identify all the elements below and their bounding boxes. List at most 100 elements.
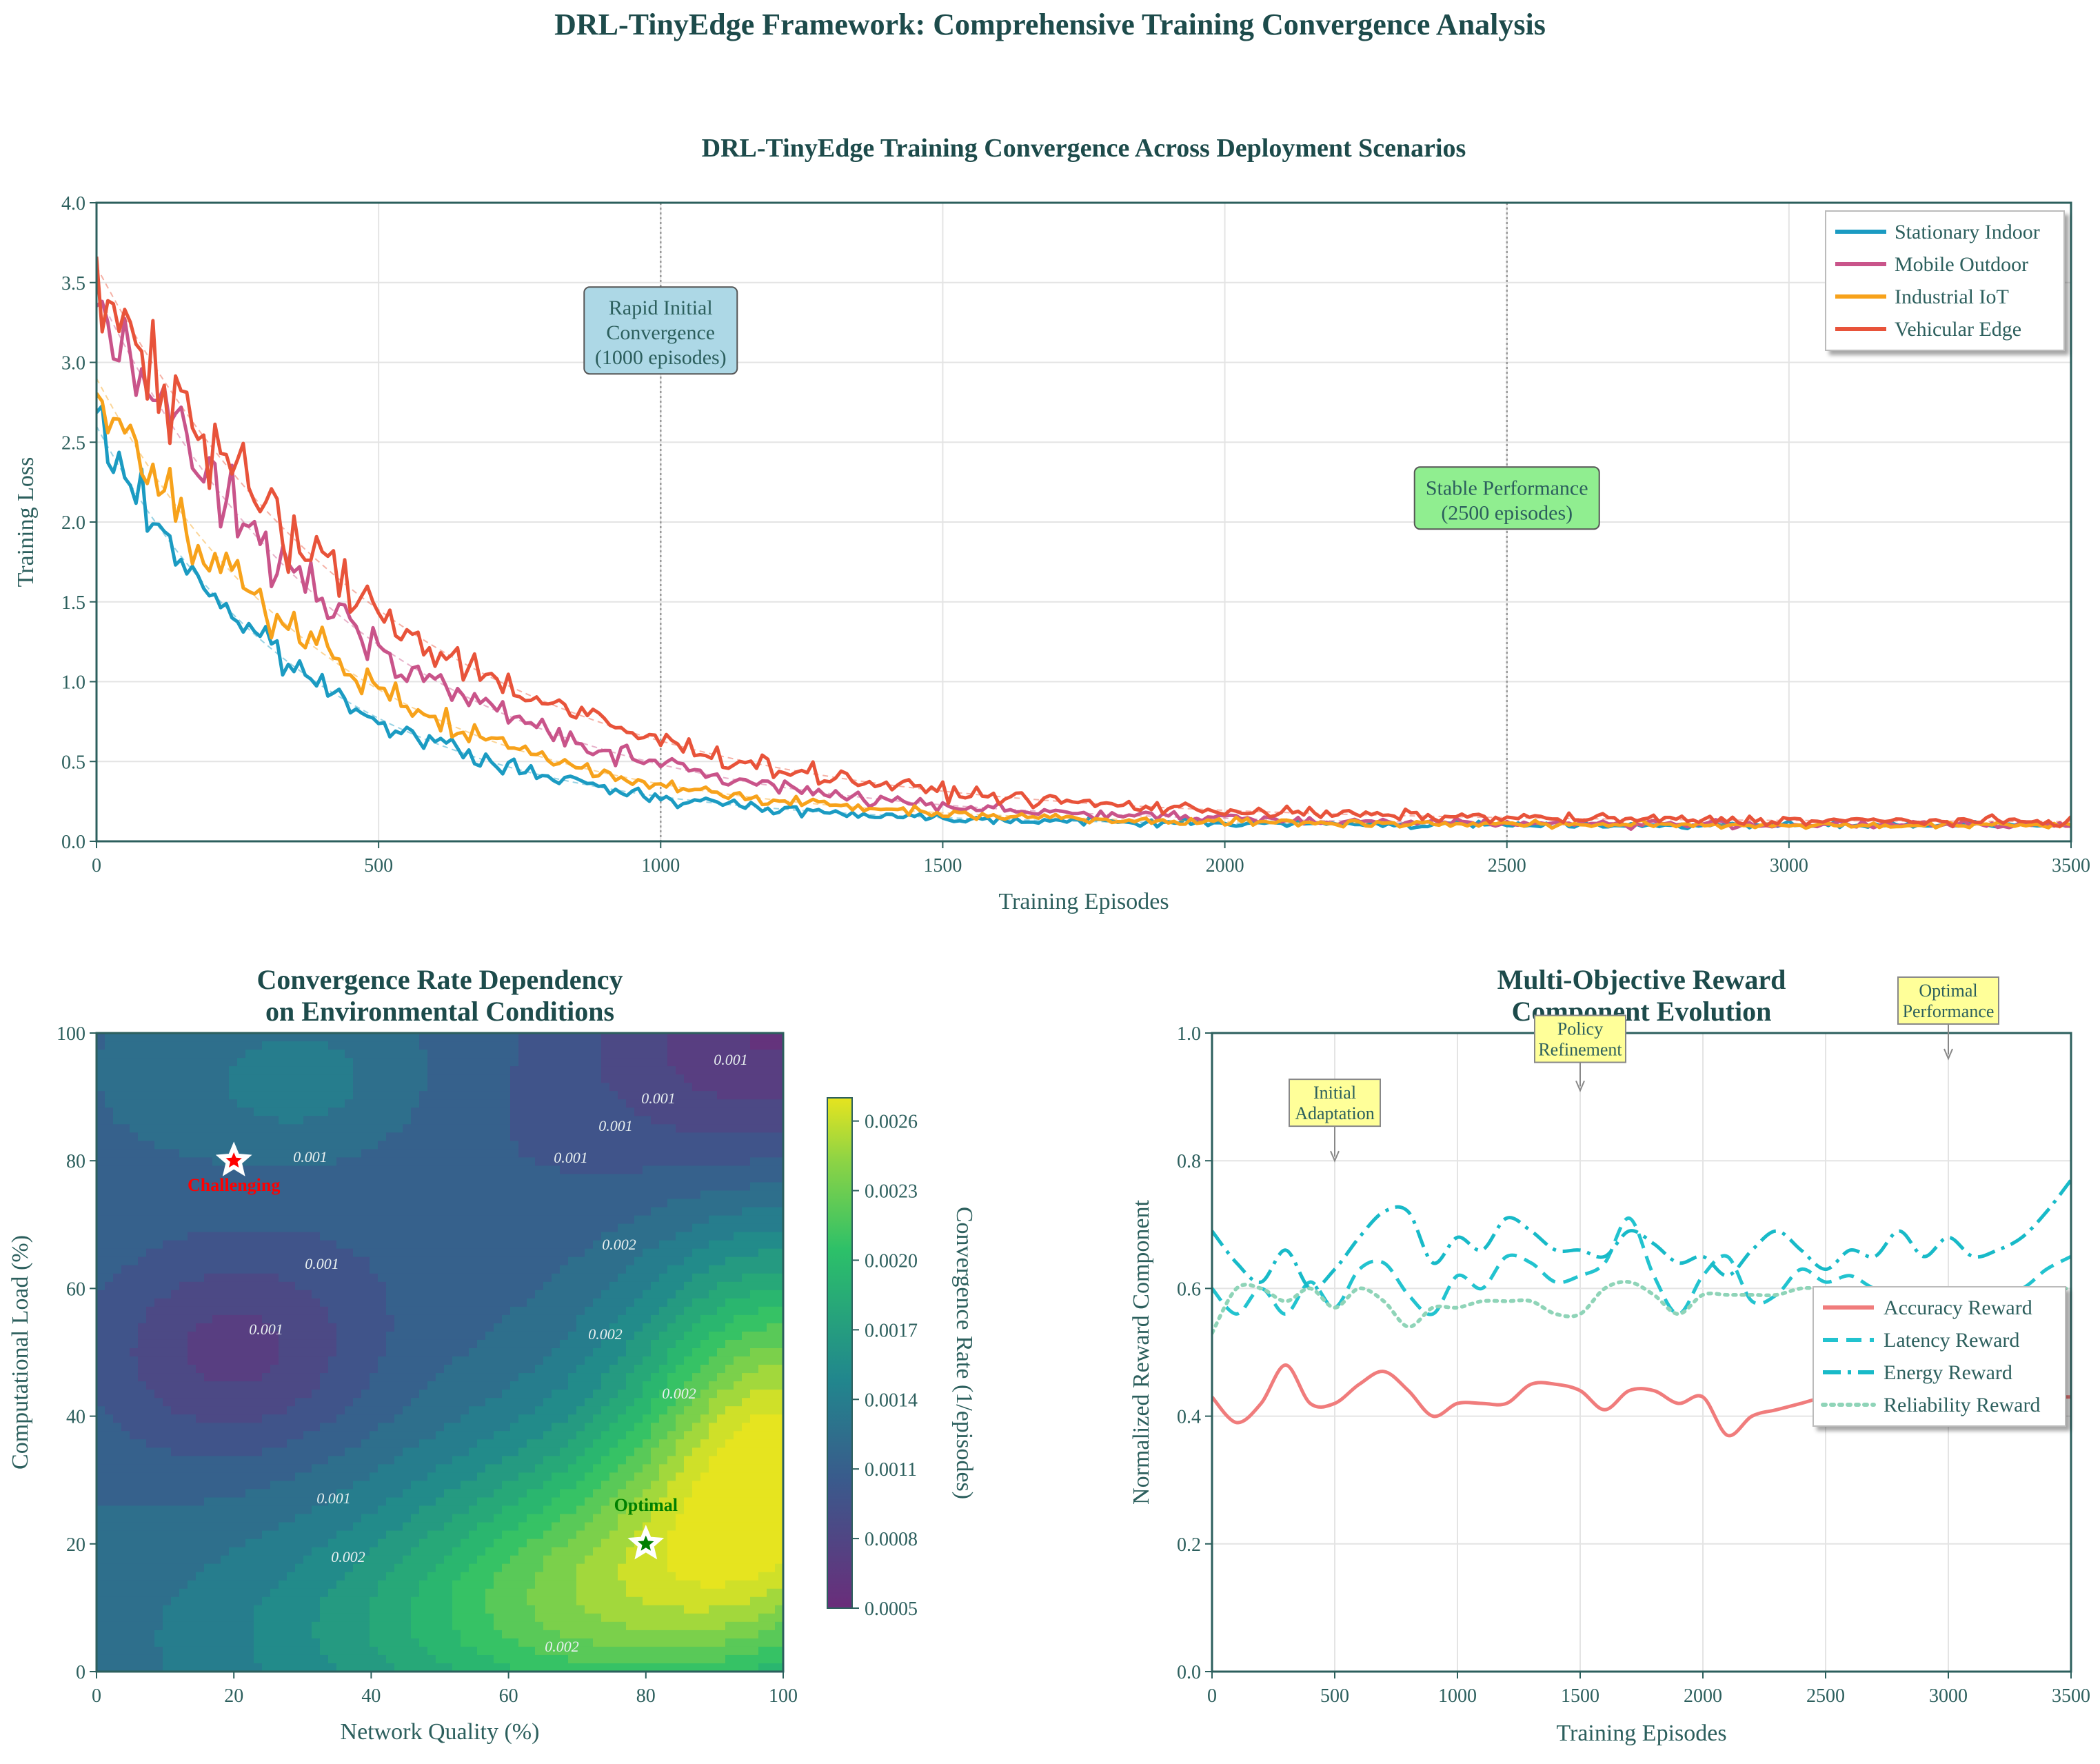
heatmap-cell: [378, 1265, 387, 1274]
heatmap-cell: [394, 1174, 403, 1183]
heatmap-cell: [510, 1248, 519, 1258]
heatmap-cell: [154, 1406, 163, 1415]
heatmap-cell: [345, 1141, 354, 1150]
heatmap-cell: [560, 1091, 569, 1100]
heatmap-cell: [394, 1522, 403, 1532]
heatmap-cell: [518, 1107, 527, 1116]
heatmap-cell: [212, 1613, 221, 1623]
heatmap-cell: [427, 1555, 436, 1565]
heatmap-cell: [196, 1331, 205, 1341]
heatmap-cell: [171, 1621, 180, 1631]
heatmap-cell: [97, 1157, 105, 1167]
heatmap-cell: [171, 1522, 180, 1532]
heatmap-cell: [411, 1423, 420, 1432]
heatmap-cell: [237, 1572, 246, 1581]
heatmap-cell: [394, 1497, 403, 1507]
heatmap-cell: [403, 1605, 412, 1614]
heatmap-cell: [262, 1083, 271, 1092]
heatmap-cell: [361, 1447, 370, 1456]
heatmap-cell: [320, 1339, 329, 1349]
heatmap-cell: [469, 1066, 478, 1075]
heatmap-cell: [394, 1547, 403, 1556]
heatmap-cell: [345, 1431, 354, 1440]
heatmap-cell: [411, 1489, 420, 1499]
heatmap-cell: [609, 1481, 618, 1490]
tick-label-x: 500: [364, 855, 393, 876]
heatmap-cell: [295, 1406, 304, 1415]
heatmap-cell: [204, 1431, 213, 1440]
heatmap-cell: [303, 1256, 312, 1266]
heatmap-cell: [254, 1256, 263, 1266]
heatmap-cell: [171, 1331, 180, 1341]
heatmap-cell: [97, 1365, 105, 1374]
heatmap-cell: [121, 1290, 130, 1299]
heatmap-cell: [543, 1141, 552, 1150]
tick-label-x: 0: [92, 855, 101, 876]
heatmap-cell: [403, 1240, 412, 1250]
heatmap-cell: [171, 1323, 180, 1332]
heatmap-cell: [105, 1621, 114, 1631]
heatmap-cell: [188, 1497, 196, 1507]
heatmap-cell: [336, 1654, 345, 1664]
heatmap-cell: [403, 1058, 412, 1067]
heatmap-cell: [138, 1390, 147, 1399]
heatmap-cell: [452, 1605, 461, 1614]
heatmap-cell: [320, 1539, 329, 1548]
heatmap-cell: [585, 1165, 594, 1175]
heatmap-cell: [593, 1522, 602, 1532]
heatmap-cell: [270, 1041, 279, 1050]
heatmap-cell: [312, 1580, 321, 1590]
heatmap-cell: [336, 1431, 345, 1440]
heatmap-cell: [121, 1215, 130, 1225]
heatmap-cell: [270, 1314, 279, 1324]
heatmap-cell: [461, 1621, 470, 1631]
heatmap-cell: [576, 1223, 585, 1233]
heatmap-cell: [320, 1041, 329, 1050]
heatmap-cell: [262, 1174, 271, 1183]
heatmap-cell: [576, 1281, 585, 1291]
heatmap-cell: [204, 1265, 213, 1274]
heatmap-cell: [411, 1630, 420, 1639]
heatmap-cell: [328, 1489, 337, 1499]
heatmap-cell: [353, 1132, 362, 1141]
heatmap-cell: [543, 1066, 552, 1075]
heatmap-cell: [560, 1423, 569, 1432]
heatmap-cell: [427, 1414, 436, 1423]
heatmap-cell: [130, 1481, 139, 1490]
heatmap-cell: [154, 1281, 163, 1291]
heatmap-cell: [461, 1132, 470, 1141]
heatmap-cell: [576, 1489, 585, 1499]
heatmap-cell: [601, 1547, 610, 1556]
heatmap-cell: [477, 1050, 486, 1059]
heatmap-cell: [312, 1447, 321, 1456]
heatmap-cell: [427, 1331, 436, 1341]
heatmap-cell: [245, 1091, 254, 1100]
heatmap-cell: [618, 1431, 627, 1440]
heatmap-cell: [609, 1041, 618, 1050]
heatmap-cell: [370, 1439, 378, 1448]
heatmap-cell: [527, 1522, 536, 1532]
heatmap-cell: [502, 1182, 511, 1192]
heatmap-cell: [262, 1596, 271, 1606]
heatmap-cell: [229, 1522, 238, 1532]
heatmap-cell: [601, 1314, 610, 1324]
heatmap-cell: [303, 1199, 312, 1208]
heatmap-cell: [279, 1572, 287, 1581]
heatmap-cell: [477, 1041, 486, 1050]
heatmap-cell: [469, 1232, 478, 1241]
heatmap-cell: [312, 1646, 321, 1656]
heatmap-cell: [403, 1522, 412, 1532]
heatmap-cell: [163, 1605, 172, 1614]
heatmap-cell: [262, 1240, 271, 1250]
heatmap-cell: [502, 1199, 511, 1208]
heatmap-cell: [163, 1207, 172, 1216]
heatmap-cell: [585, 1240, 594, 1250]
heatmap-cell: [427, 1646, 436, 1656]
heatmap-cell: [345, 1588, 354, 1598]
heatmap-cell: [510, 1464, 519, 1473]
heatmap-cell: [535, 1265, 544, 1274]
heatmap-cell: [452, 1099, 461, 1108]
heatmap-cell: [419, 1423, 428, 1432]
heatmap-cell: [279, 1522, 287, 1532]
